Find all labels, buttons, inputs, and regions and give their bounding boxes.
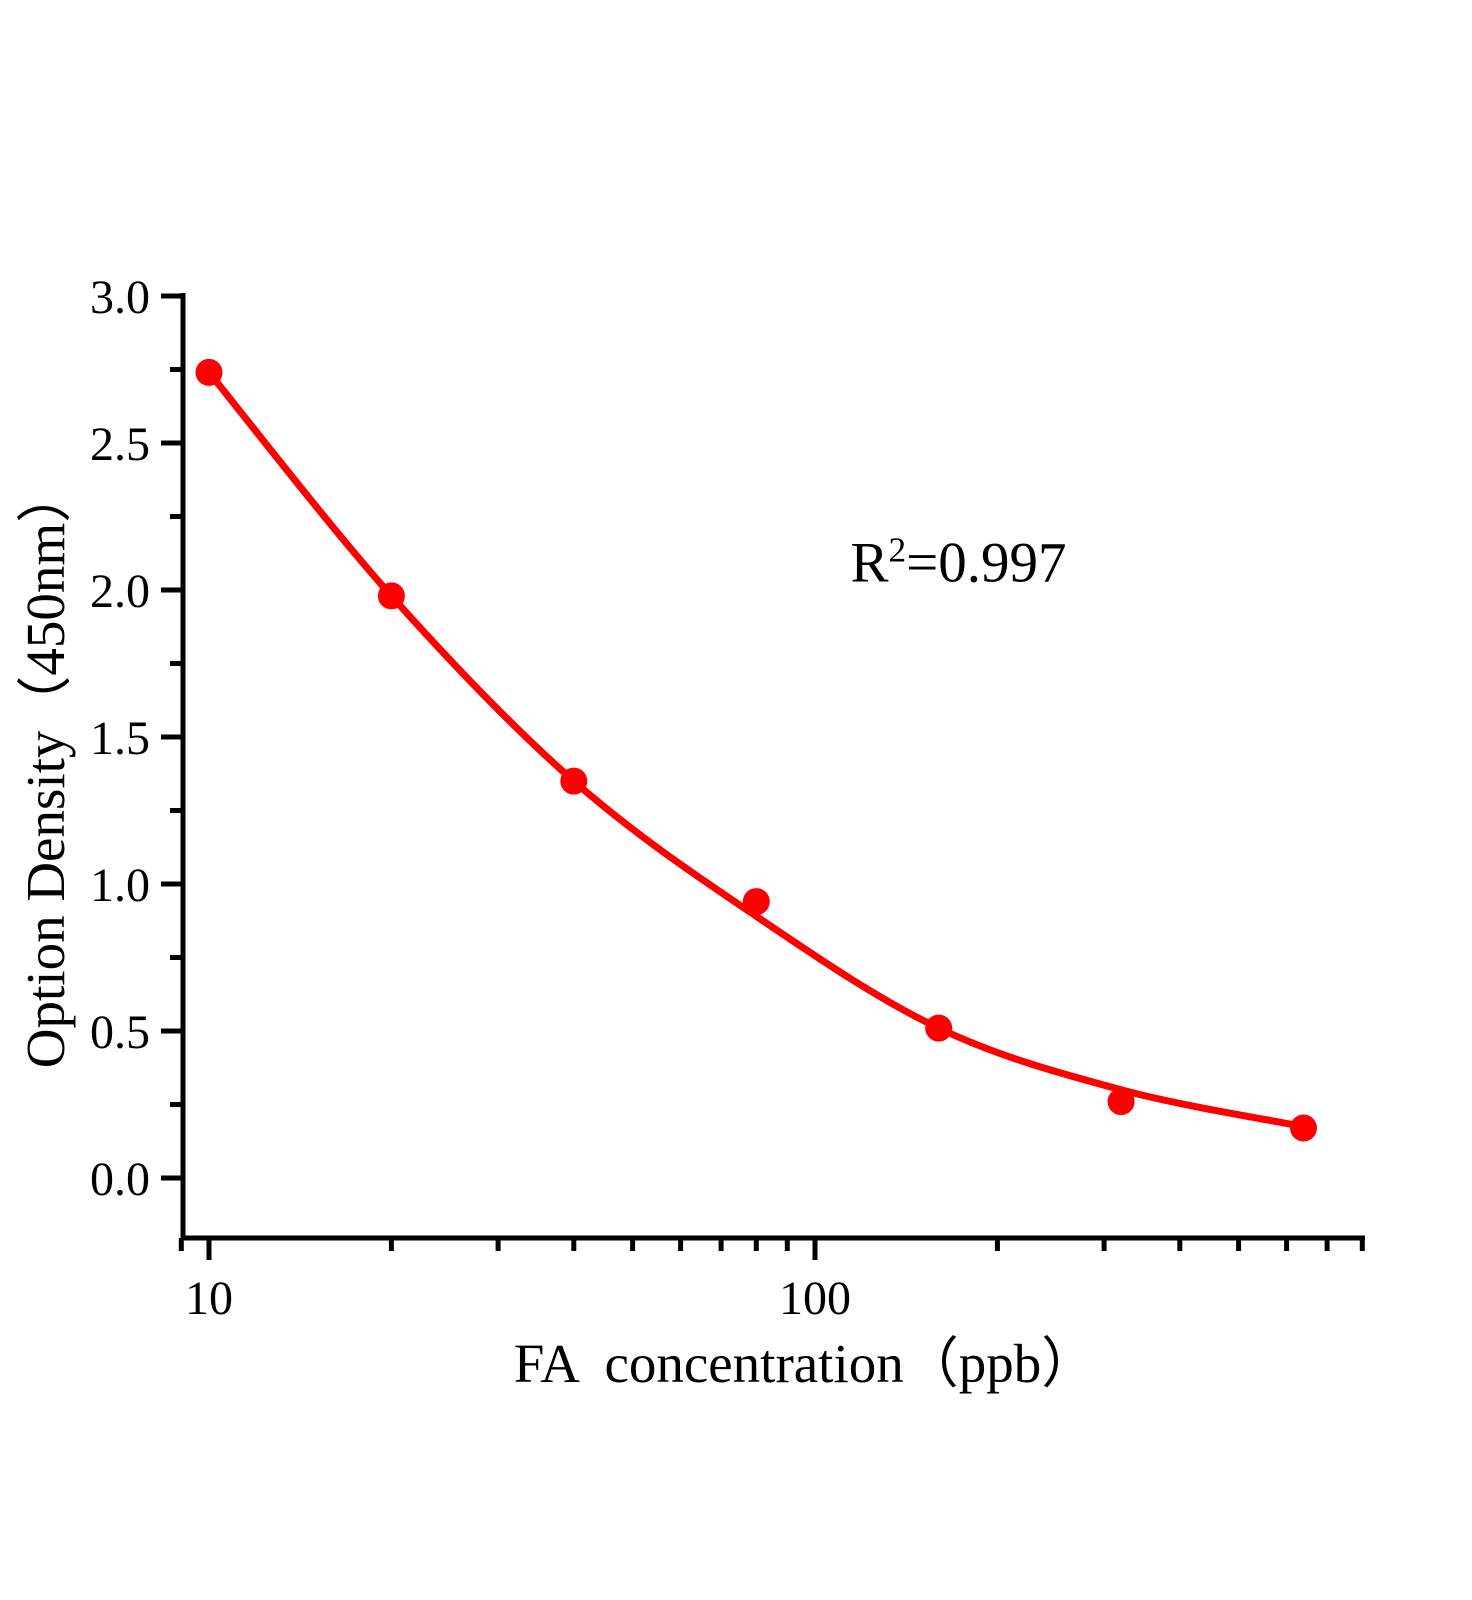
y-tick-label: 2.0: [90, 565, 150, 618]
fit-curve: [205, 368, 1307, 1131]
axes: [180, 293, 1365, 1241]
y-tick-label: 1.0: [90, 859, 150, 912]
data-point: [377, 582, 405, 610]
data-point: [560, 767, 588, 795]
data-point: [925, 1014, 953, 1042]
x-tick-label: 100: [779, 1272, 851, 1325]
y-tick-label: 0.0: [90, 1153, 150, 1206]
x-axis-title: FA concentration（ppb）: [513, 1333, 1097, 1394]
data-point: [1290, 1114, 1317, 1142]
r-squared-annotation: R2=0.997: [793, 466, 1066, 661]
r-squared-base: R: [850, 531, 889, 595]
y-tick-label: 0.5: [90, 1006, 150, 1059]
data-points: [195, 358, 1317, 1142]
fit-curve-path: [205, 368, 1307, 1131]
x-tick-label: 10: [185, 1272, 233, 1325]
y-tick-label: 1.5: [90, 712, 150, 765]
y-axis-title: Option Density（450nm）: [15, 467, 76, 1069]
y-tick-label: 3.0: [90, 271, 150, 324]
r-squared-value: =0.997: [906, 531, 1067, 595]
r-squared-exponent: 2: [888, 530, 907, 570]
data-point: [742, 888, 770, 916]
axis-ticks: [161, 293, 1365, 1260]
tick-labels: 0.0 0.5 1.0 1.5 2.0 2.5 3.0 10 100: [90, 271, 851, 1325]
data-point: [1107, 1088, 1135, 1116]
data-point: [195, 358, 223, 386]
y-tick-label: 2.5: [90, 418, 150, 471]
